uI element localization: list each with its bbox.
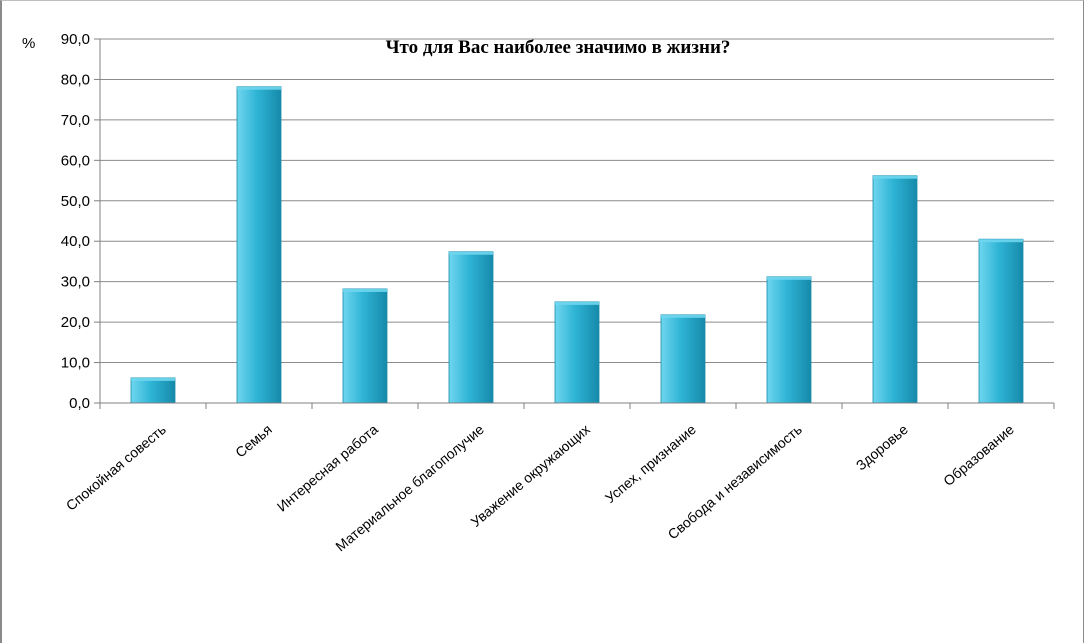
chart-title: Что для Вас наиболее значимо в жизни? xyxy=(386,37,731,58)
bar-body xyxy=(872,175,918,404)
y-tick-label: 70,0 xyxy=(61,112,90,129)
y-tick-label: 90,0 xyxy=(61,31,90,48)
bar xyxy=(448,251,494,404)
y-tick-label: 30,0 xyxy=(61,274,90,291)
bar-cap xyxy=(449,251,493,255)
bar-body xyxy=(660,314,706,404)
bar-body xyxy=(342,288,388,404)
x-category-label: Уважение окружающих xyxy=(468,421,593,530)
bar-body xyxy=(554,301,600,404)
bar-body xyxy=(766,276,812,404)
bar xyxy=(978,238,1024,404)
bar-body xyxy=(130,377,176,404)
bar xyxy=(766,276,812,404)
y-tick-label: 20,0 xyxy=(61,314,90,331)
y-tick-label: 10,0 xyxy=(61,355,90,372)
bar-cap xyxy=(661,314,705,318)
x-category-label: Образование xyxy=(940,421,1017,489)
y-unit-label: % xyxy=(22,35,35,52)
x-category-label: Здоровье xyxy=(853,421,911,474)
bar-cap xyxy=(131,377,175,381)
x-category-label: Успех, признание xyxy=(602,421,699,506)
bar-cap xyxy=(767,276,811,280)
x-category-label: Семья xyxy=(232,421,275,461)
bar xyxy=(130,377,176,404)
bar-body xyxy=(236,86,282,404)
bar xyxy=(342,288,388,404)
bar-body xyxy=(448,251,494,404)
bar-cap xyxy=(555,301,599,305)
bar-cap xyxy=(979,239,1023,243)
axes xyxy=(94,38,1055,409)
x-category-label: Спокойная совесть xyxy=(63,421,169,514)
bar-cap xyxy=(343,288,387,292)
bar xyxy=(660,314,706,404)
bar-cap xyxy=(873,175,917,179)
x-category-label: Интересная работа xyxy=(274,421,381,515)
y-tick-label: 40,0 xyxy=(61,233,90,250)
bar xyxy=(236,86,282,404)
y-tick-label: 50,0 xyxy=(61,193,90,210)
bar-body xyxy=(978,238,1024,404)
y-tick-label: 80,0 xyxy=(61,71,90,88)
bar xyxy=(554,301,600,404)
bars xyxy=(130,86,1024,404)
bar-cap xyxy=(237,86,281,90)
y-tick-label: 0,0 xyxy=(69,395,90,412)
bar xyxy=(872,175,918,404)
y-tick-label: 60,0 xyxy=(61,152,90,169)
y-tick-labels: 0,0 10,0 20,0 30,0 40,0 50,0 60,0 70,0 80,0 90,0 xyxy=(61,31,90,412)
